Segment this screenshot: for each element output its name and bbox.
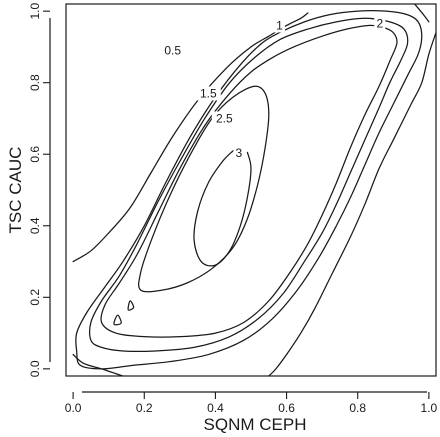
y-tick-label: 0.0 [28, 360, 42, 377]
contour-line-0-5 [414, 4, 430, 23]
contour-label-bg [273, 18, 285, 33]
contour-labels: 0.5 1 1.5 2 2.5 3 [160, 16, 386, 160]
y-axis-label: TSC CAUC [6, 147, 25, 234]
x-tick-label: 0.6 [278, 401, 295, 415]
contour-label-1-5: 1.5 [200, 86, 217, 100]
contour-label-3: 3 [236, 146, 243, 160]
contour-line-0-5 [268, 31, 436, 376]
contour-line-1-5 [88, 17, 409, 353]
contour-line-2-5 [138, 85, 270, 293]
y-tick-label: 0.4 [28, 217, 42, 234]
x-tick-label: 0.0 [65, 401, 82, 415]
y-ticks: 0.0 0.2 0.4 0.6 0.8 1.0 [28, 2, 50, 377]
contour-line-3 [193, 150, 252, 267]
contour-label-1: 1 [276, 18, 283, 32]
contour-lines [72, 4, 436, 376]
x-tick-label: 0.8 [349, 401, 366, 415]
contour-label-0-5: 0.5 [164, 44, 181, 58]
y-tick-label: 0.6 [28, 146, 42, 163]
contour-line-1 [75, 10, 423, 370]
contour-label-2-5: 2.5 [216, 111, 233, 125]
x-ticks: 0.0 0.2 0.4 0.6 0.8 1.0 [65, 392, 438, 415]
y-tick-label: 1.0 [28, 2, 42, 19]
contour-line-3 [127, 300, 135, 311]
x-axis: 0.0 0.2 0.4 0.6 0.8 1.0 SQNM CEPH [65, 391, 438, 434]
contour-label-bg [233, 145, 245, 160]
x-tick-label: 0.2 [136, 401, 153, 415]
contour-label-bg [160, 43, 186, 58]
contour-label-2: 2 [376, 17, 383, 31]
contour-line-3 [113, 314, 122, 326]
x-axis-label: SQNM CEPH [204, 415, 307, 434]
y-tick-label: 0.2 [28, 289, 42, 306]
contour-label-bg [195, 86, 221, 101]
contour-line-0-5 [72, 12, 309, 263]
plot-frame [65, 3, 437, 377]
x-tick-label: 1.0 [421, 401, 438, 415]
contour-line-2 [100, 24, 398, 338]
contour-label-bg [211, 111, 237, 126]
contour-label-bg [374, 16, 386, 31]
y-tick-label: 0.8 [28, 74, 42, 91]
x-tick-label: 0.4 [207, 401, 224, 415]
y-axis: 0.0 0.2 0.4 0.6 0.8 1.0 TSC CAUC [6, 2, 51, 377]
